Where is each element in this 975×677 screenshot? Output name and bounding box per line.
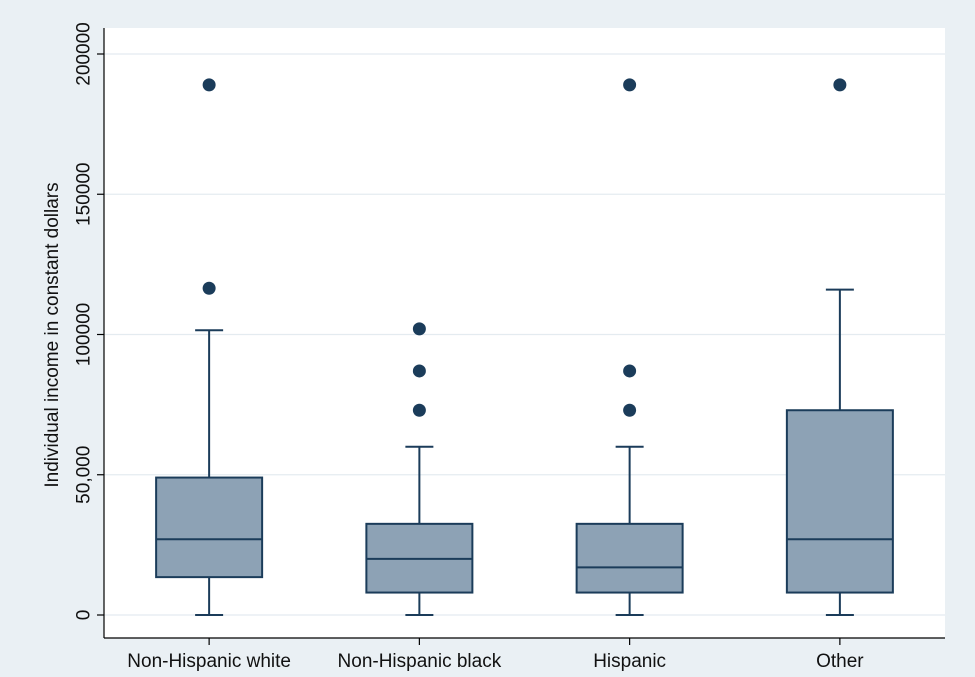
- iqr-box: [155, 476, 264, 579]
- y-tick-label: 150000: [74, 163, 95, 226]
- x-category-label: Non-Hispanic black: [338, 651, 502, 672]
- outlier-point: [412, 322, 426, 336]
- box-group: [155, 78, 264, 616]
- y-tick-label: 200000: [74, 22, 95, 85]
- iqr-box: [785, 409, 894, 594]
- box-group: [365, 322, 474, 616]
- y-tick-label: 50,000: [74, 446, 95, 504]
- y-tick-label: 0: [74, 610, 95, 621]
- y-axis-title: Individual income in constant dollars: [42, 182, 63, 487]
- x-category-label: Other: [816, 651, 864, 672]
- plot-marks: [155, 78, 894, 616]
- outlier-point: [623, 403, 637, 417]
- outlier-point: [202, 78, 216, 92]
- outlier-point: [412, 403, 426, 417]
- axes: 0 50,000 100000 150000 200000 Non-Hispanic wh…: [74, 22, 945, 672]
- x-category-label: Hispanic: [593, 651, 666, 672]
- outlier-point: [412, 364, 426, 378]
- gridlines: [104, 53, 945, 616]
- outlier-point: [623, 364, 637, 378]
- box-group: [575, 78, 684, 616]
- x-category-label: Non-Hispanic white: [127, 651, 291, 672]
- box-group: [785, 78, 894, 616]
- outlier-point: [623, 78, 637, 92]
- iqr-box: [575, 522, 684, 594]
- outlier-point: [833, 78, 847, 92]
- y-tick-label: 100000: [74, 303, 95, 366]
- outlier-point: [202, 281, 216, 295]
